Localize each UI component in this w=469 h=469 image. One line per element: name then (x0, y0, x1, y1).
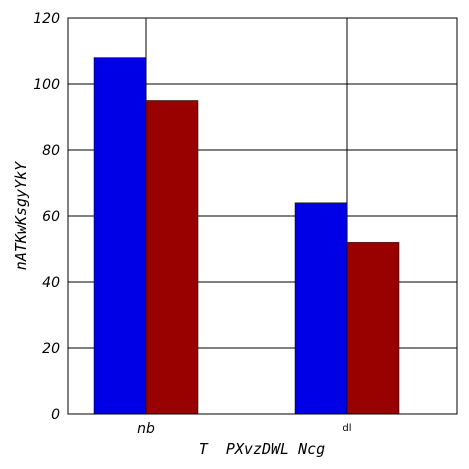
y-tick-label: 100 (33, 77, 60, 93)
y-tick-label: 20 (42, 341, 60, 357)
y-tick-label: 120 (33, 11, 60, 27)
x-tick-labels: nb dl (137, 421, 351, 437)
y-tick-label: 60 (42, 209, 60, 225)
bar-dl-series-2 (346, 242, 400, 415)
y-axis-title: nATKwKsgyYkY (12, 161, 30, 270)
x-axis-title: T PXvzDWL Ncg (199, 440, 325, 458)
x-tick-label: dl (342, 423, 351, 434)
bar-nb-series-1 (93, 57, 147, 415)
y-tick-label: 80 (42, 143, 60, 159)
bar-dl-series-1 (294, 202, 348, 415)
bar-nb-series-2 (145, 100, 199, 415)
x-tick-label: nb (137, 421, 155, 437)
bars (93, 57, 400, 415)
y-tick-label: 0 (51, 407, 60, 423)
y-tick-label: 40 (42, 275, 60, 291)
y-tick-labels: 0 20 40 60 80 100 120 (33, 11, 72, 423)
